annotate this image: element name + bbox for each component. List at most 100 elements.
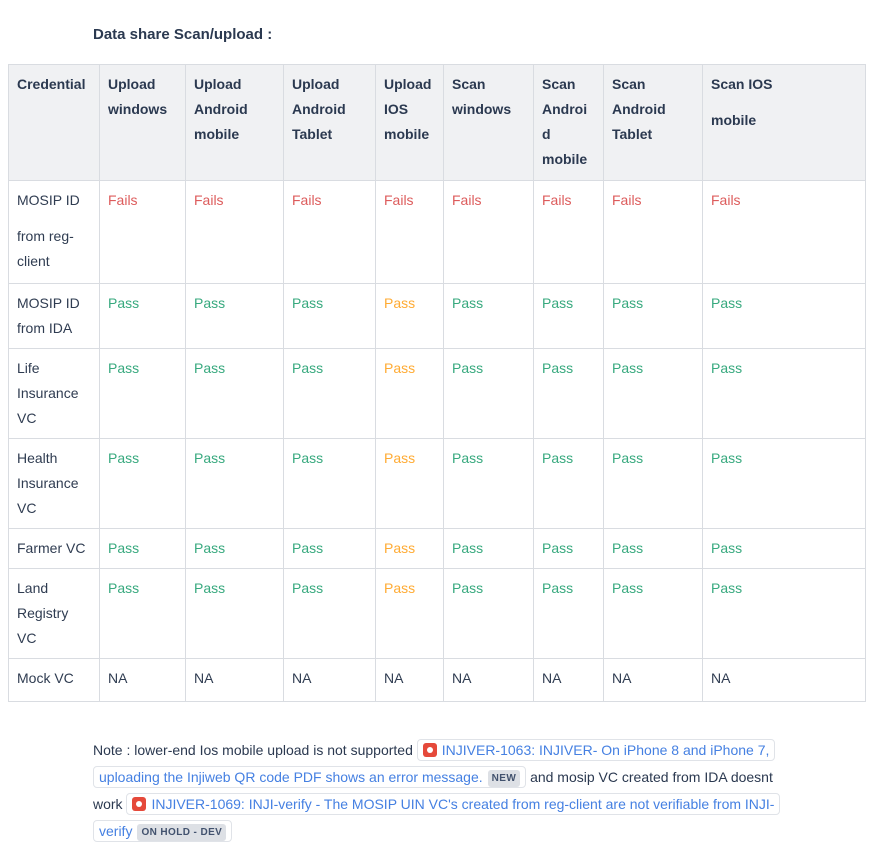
credential-cell: Health Insurance VC bbox=[8, 438, 100, 529]
col-header-label: Upload IOS mobile bbox=[384, 76, 432, 142]
col-header-label: mobile bbox=[711, 112, 757, 128]
table-row-mock-vc: Mock VC NA NA NA NA NA NA NA NA bbox=[8, 658, 866, 702]
result-cell: Fails bbox=[603, 180, 703, 284]
jira-issue-card-2[interactable]: INJIVER-1069: INJI-verify - The MOSIP UI… bbox=[93, 793, 781, 842]
jira-issue-link-1063[interactable]: INJIVER-1063: INJIVER- On iPhone 8 and i… bbox=[99, 742, 770, 785]
table-row-mosip-id-ida: MOSIP ID from IDA Pass Pass Pass Pass Pa… bbox=[8, 283, 866, 349]
result-cell: Pass bbox=[99, 568, 186, 659]
result-cell: Pass bbox=[185, 438, 284, 529]
col-header-upload-android-mobile: Upload Android mobile bbox=[185, 64, 284, 181]
result-cell: Pass bbox=[603, 438, 703, 529]
issue-status-badge-on-hold-dev: ON HOLD - DEV bbox=[137, 824, 227, 841]
col-header-upload-ios-mobile: Upload IOS mobile bbox=[375, 64, 444, 181]
col-header-label: Upload windows bbox=[108, 76, 168, 117]
result-cell: Pass bbox=[375, 568, 444, 659]
result-cell: Pass bbox=[375, 528, 444, 569]
credential-cell: Land Registry VC bbox=[8, 568, 100, 659]
result-cell: Pass bbox=[375, 283, 444, 349]
credential-label: Health Insurance VC bbox=[17, 450, 79, 516]
credential-label: from reg-client bbox=[17, 228, 74, 269]
bug-icon bbox=[422, 743, 437, 757]
result-cell: Pass bbox=[603, 283, 703, 349]
table-row-mosip-id-reg-client: MOSIP ID from reg-client Fails Fails Fai… bbox=[8, 180, 866, 284]
col-header-label: Upload Android Tablet bbox=[292, 76, 346, 142]
result-cell: Pass bbox=[603, 528, 703, 569]
result-cell: Pass bbox=[283, 528, 376, 569]
credential-cell: MOSIP ID from reg-client bbox=[8, 180, 100, 284]
result-cell: Pass bbox=[283, 283, 376, 349]
result-cell: Pass bbox=[185, 568, 284, 659]
jira-issue-link-1069[interactable]: INJIVER-1069: INJI-verify - The MOSIP UI… bbox=[99, 796, 775, 839]
result-cell: Pass bbox=[443, 528, 534, 569]
result-cell: Pass bbox=[702, 283, 866, 349]
bug-icon bbox=[132, 797, 147, 811]
result-cell: Pass bbox=[185, 348, 284, 439]
table-row-land-registry-vc: Land Registry VC Pass Pass Pass Pass Pas… bbox=[8, 568, 866, 659]
credential-label: Land Registry VC bbox=[17, 580, 69, 646]
note-paragraph: Note : lower-end Ios mobile upload is no… bbox=[93, 737, 785, 845]
result-cell: Pass bbox=[283, 438, 376, 529]
result-cell: Fails bbox=[702, 180, 866, 284]
result-cell: NA bbox=[99, 658, 186, 702]
credential-cell: MOSIP ID from IDA bbox=[8, 283, 100, 349]
result-cell: Pass bbox=[99, 528, 186, 569]
result-cell: Pass bbox=[702, 348, 866, 439]
result-cell: Fails bbox=[283, 180, 376, 284]
result-cell: NA bbox=[283, 658, 376, 702]
result-cell: Pass bbox=[443, 568, 534, 659]
result-cell: Pass bbox=[99, 348, 186, 439]
result-cell: Pass bbox=[603, 348, 703, 439]
credential-label: Life Insurance VC bbox=[17, 360, 79, 426]
col-header-upload-windows: Upload windows bbox=[99, 64, 186, 181]
col-header-label: Upload Android mobile bbox=[194, 76, 248, 142]
result-cell: Pass bbox=[185, 283, 284, 349]
result-cell: NA bbox=[603, 658, 703, 702]
credential-cell: Farmer VC bbox=[8, 528, 100, 569]
credential-cell: Life Insurance VC bbox=[8, 348, 100, 439]
col-header-label: Scan IOS bbox=[711, 76, 773, 92]
result-cell: Pass bbox=[443, 438, 534, 529]
result-cell: Fails bbox=[185, 180, 284, 284]
result-cell: Pass bbox=[702, 528, 866, 569]
result-cell: NA bbox=[375, 658, 444, 702]
result-cell: Pass bbox=[283, 348, 376, 439]
result-cell: Fails bbox=[375, 180, 444, 284]
result-cell: NA bbox=[443, 658, 534, 702]
col-header-scan-android-tablet: Scan Android Tablet bbox=[603, 64, 703, 181]
credential-label: Farmer VC bbox=[17, 540, 86, 556]
result-cell: Pass bbox=[702, 438, 866, 529]
col-header-label: Scan Android mobile bbox=[542, 76, 588, 167]
col-header-label: Scan Android Tablet bbox=[612, 76, 666, 142]
result-cell: Pass bbox=[533, 568, 604, 659]
result-cell: Pass bbox=[603, 568, 703, 659]
result-cell: Pass bbox=[443, 283, 534, 349]
result-cell: Fails bbox=[443, 180, 534, 284]
credential-label: Mock VC bbox=[17, 670, 74, 686]
jira-issue-card-1[interactable]: INJIVER-1063: INJIVER- On iPhone 8 and i… bbox=[93, 739, 776, 788]
col-header-scan-android-mobile: Scan Android mobile bbox=[533, 64, 604, 181]
note-text-middle: and mosip VC created from IDA doesnt wor… bbox=[93, 769, 773, 812]
result-cell: Pass bbox=[99, 283, 186, 349]
result-cell: Pass bbox=[702, 568, 866, 659]
result-cell: Pass bbox=[99, 438, 186, 529]
col-header-label: Credential bbox=[17, 76, 86, 92]
credential-cell: Mock VC bbox=[8, 658, 100, 702]
page-title: Data share Scan/upload : bbox=[93, 26, 273, 43]
table-row-farmer-vc: Farmer VC Pass Pass Pass Pass Pass Pass … bbox=[8, 528, 866, 569]
col-header-credential: Credential bbox=[8, 64, 100, 181]
credential-label: MOSIP ID from IDA bbox=[17, 295, 80, 336]
result-cell: Pass bbox=[533, 348, 604, 439]
note-text-prefix: Note : lower-end Ios mobile upload is no… bbox=[93, 742, 413, 758]
table-row-life-insurance-vc: Life Insurance VC Pass Pass Pass Pass Pa… bbox=[8, 348, 866, 439]
result-cell: Fails bbox=[533, 180, 604, 284]
credential-label: MOSIP ID bbox=[17, 192, 80, 208]
table-row-health-insurance-vc: Health Insurance VC Pass Pass Pass Pass … bbox=[8, 438, 866, 529]
result-cell: Fails bbox=[99, 180, 186, 284]
col-header-scan-ios-mobile: Scan IOS mobile bbox=[702, 64, 866, 181]
result-cell: NA bbox=[533, 658, 604, 702]
result-cell: NA bbox=[702, 658, 866, 702]
col-header-label: Scan windows bbox=[452, 76, 512, 117]
header-row: Credential Upload windows Upload Android… bbox=[8, 64, 866, 181]
result-cell: Pass bbox=[533, 528, 604, 569]
